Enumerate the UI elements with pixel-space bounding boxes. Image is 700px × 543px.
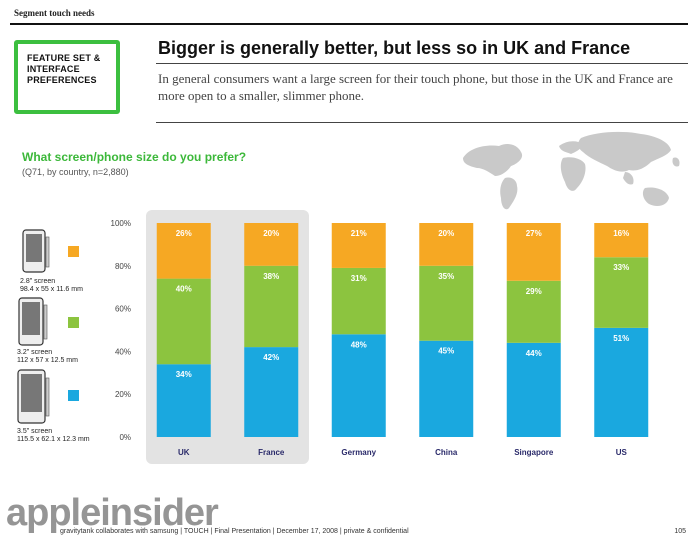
bar-segment xyxy=(244,347,299,437)
bar-segment xyxy=(419,223,474,266)
page-number: 105 xyxy=(674,528,686,535)
y-tick-label: 100% xyxy=(111,219,131,228)
data-label: 44% xyxy=(526,349,542,358)
feature-box-line2: INTERFACE xyxy=(27,64,80,74)
data-label: 35% xyxy=(438,272,454,281)
bar-segment xyxy=(244,223,299,266)
bar-segment xyxy=(331,223,386,268)
bar-segment xyxy=(594,223,649,258)
bar-segment xyxy=(594,327,649,437)
chart-question: What screen/phone size do you prefer? xyxy=(22,150,247,164)
legend-swatch-large xyxy=(68,390,79,401)
bar-segment xyxy=(156,278,211,365)
bar-segment xyxy=(331,334,386,437)
category-label: Germany xyxy=(341,448,376,457)
category-label: UK xyxy=(178,448,190,457)
bar-segment xyxy=(156,223,211,279)
page-title: Bigger is generally better, but less so … xyxy=(158,38,631,58)
legend-label-large: 3.5" screen 115.5 x 62.1 x 12.3 mm xyxy=(17,428,90,443)
data-label: 38% xyxy=(263,272,279,281)
bar-segment xyxy=(419,340,474,437)
data-label: 20% xyxy=(438,229,454,238)
header-rule xyxy=(10,23,688,25)
data-label: 20% xyxy=(263,229,279,238)
bar-segment xyxy=(506,223,561,281)
feature-box: FEATURE SET & INTERFACE PREFERENCES xyxy=(14,40,120,114)
medium-phone-icon xyxy=(18,297,48,346)
data-label: 40% xyxy=(176,285,192,294)
legend-label-small: 2.8" screen 98.4 x 55 x 11.6 mm xyxy=(20,278,83,293)
watermark-logo: appleinsider xyxy=(6,492,219,534)
y-tick-label: 20% xyxy=(115,390,131,399)
bar-segment xyxy=(156,364,211,437)
bar-segment xyxy=(506,280,561,343)
feature-box-line3: PREFERENCES xyxy=(27,75,97,85)
world-map-icon xyxy=(463,131,680,210)
feature-box-line1: FEATURE SET & xyxy=(27,53,101,63)
bar-segment xyxy=(594,257,649,328)
small-phone-icon xyxy=(22,229,50,273)
data-label: 48% xyxy=(351,340,367,349)
y-tick-label: 60% xyxy=(115,305,131,314)
y-tick-label: 80% xyxy=(115,262,131,271)
category-label: France xyxy=(258,448,285,457)
data-label: 42% xyxy=(263,353,279,362)
category-label: Singapore xyxy=(514,448,554,457)
bar-segment xyxy=(419,265,474,341)
footer-text: gravitytank collaborates with samsung | … xyxy=(60,528,409,535)
data-label: 51% xyxy=(613,334,629,343)
page-subtitle: In general consumers want a large screen… xyxy=(158,71,673,103)
y-tick-label: 40% xyxy=(115,347,131,356)
bar-segment xyxy=(244,265,299,348)
chart-question-sub: (Q71, by country, n=2,880) xyxy=(22,167,129,177)
legend-label-medium: 3.2" screen 112 x 57 x 12.5 mm xyxy=(17,349,78,364)
data-label: 45% xyxy=(438,347,454,356)
data-label: 26% xyxy=(176,229,192,238)
data-label: 29% xyxy=(526,287,542,296)
bar-segment xyxy=(331,267,386,335)
category-label: China xyxy=(435,448,458,457)
data-label: 33% xyxy=(613,263,629,272)
y-tick-label: 0% xyxy=(119,433,131,442)
subtitle-rule xyxy=(156,122,688,123)
section-label: Segment touch needs xyxy=(14,8,95,18)
data-label: 21% xyxy=(351,229,367,238)
legend-swatch-medium xyxy=(68,317,79,328)
legend-swatch-small xyxy=(68,246,79,257)
bar-segment xyxy=(506,342,561,437)
title-rule xyxy=(156,63,688,64)
data-label: 31% xyxy=(351,274,367,283)
data-label: 34% xyxy=(176,370,192,379)
large-phone-icon xyxy=(17,369,50,424)
data-label: 27% xyxy=(526,229,542,238)
category-label: US xyxy=(616,448,628,457)
data-label: 16% xyxy=(613,229,629,238)
